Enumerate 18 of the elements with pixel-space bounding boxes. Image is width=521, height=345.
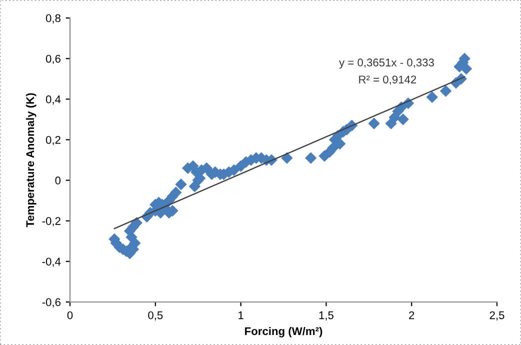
annotation: y = 0,3651x - 0,333	[339, 58, 434, 69]
y-tick-label: 0	[55, 176, 61, 184]
x-axis-title: Forcing (W/m²)	[245, 326, 322, 338]
y-tick-label: 0,8	[46, 14, 60, 24]
y-tick-label: 0,4	[46, 95, 61, 105]
x-tick-label: 0	[67, 311, 73, 320]
y-tick-label: 0,2	[46, 136, 60, 146]
y-axis-title: Temperature Anomaly (K)	[26, 93, 36, 228]
x-tick-label: 2,5	[490, 311, 504, 320]
x-tick-label: 1,5	[319, 311, 334, 320]
y-tick-label: 0,6	[46, 54, 60, 64]
annotation: R² = 0,9142	[359, 76, 416, 85]
x-tick-label: 1	[238, 311, 244, 320]
y-tick-label: -0,4	[42, 258, 61, 267]
x-tick-label: 0,5	[148, 311, 163, 320]
y-tick-label: -0,2	[42, 217, 60, 226]
x-tick-label: 2	[409, 311, 414, 320]
y-tick-label: -0,6	[42, 298, 60, 308]
